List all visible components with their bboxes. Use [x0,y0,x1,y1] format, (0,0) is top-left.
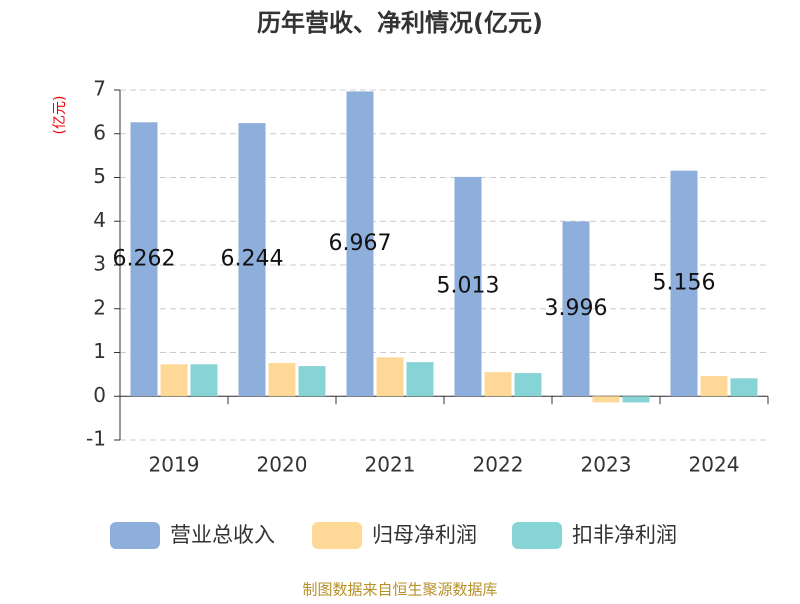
legend-swatch [312,522,362,549]
bar [130,122,158,397]
bar [592,396,620,403]
y-tick-label: 7 [93,77,106,101]
bar [454,176,482,397]
bar [376,357,404,397]
y-tick-label: 1 [93,339,106,363]
y-tick-label: 3 [93,252,106,276]
y-tick-label: 0 [93,383,106,407]
source-note: 制图数据来自恒生聚源数据库 [302,581,497,599]
legend-label: 营业总收入 [170,523,275,547]
bar [622,396,650,403]
x-tick-label: 2024 [689,453,740,477]
x-tick-label: 2021 [365,453,416,477]
bar [562,221,590,397]
bar [190,364,218,397]
bar [484,372,512,397]
data-label: 6.244 [221,247,284,272]
bar [406,362,434,397]
bar [238,123,266,397]
legend-swatch [110,522,160,549]
data-label: 5.013 [437,274,500,299]
legend-label: 扣非净利润 [572,523,677,547]
x-tick-label: 2019 [149,453,200,477]
y-tick-label: -1 [86,427,106,451]
x-tick-label: 2022 [473,453,524,477]
bar [514,373,542,397]
y-axis-label: (亿元) [52,96,68,135]
y-tick-label: 5 [93,164,106,188]
bar [730,378,758,397]
legend-label: 归母净利润 [372,523,477,547]
data-label: 6.262 [113,246,176,271]
x-tick-label: 2020 [257,453,308,477]
legend-swatch [512,522,562,549]
y-tick-label: 2 [93,295,106,319]
chart-title: 历年营收、净利情况(亿元) [257,9,543,37]
data-label: 5.156 [653,270,716,295]
data-label: 3.996 [545,296,608,321]
bar [670,170,698,397]
data-label: 6.967 [329,231,392,256]
x-tick-label: 2023 [581,453,632,477]
y-tick-label: 6 [93,120,106,144]
bar [298,366,326,397]
bar [268,363,296,397]
bar [700,376,728,397]
bar [346,91,374,397]
bar [160,364,188,397]
y-tick-label: 4 [93,208,106,232]
